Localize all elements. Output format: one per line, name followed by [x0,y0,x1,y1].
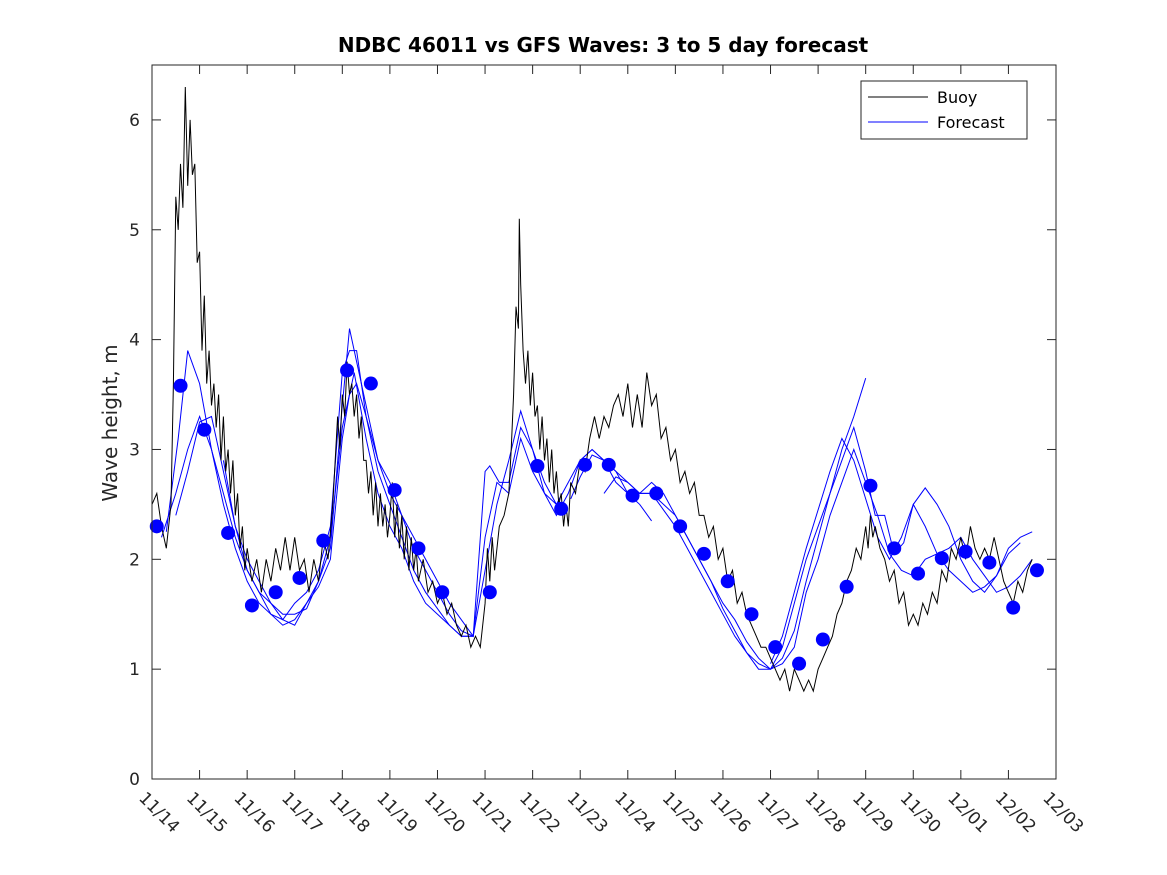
forecast-line-4 [222,328,1033,670]
y-axis-label: Wave height, m [98,344,122,501]
forecast-dot-8 [316,533,331,548]
x-tick-label: 11/22 [515,788,564,837]
forecast-dot-17 [577,457,592,472]
forecast-dot-23 [720,574,735,589]
forecast-dot-26 [792,656,807,671]
x-tick-label: 11/24 [610,788,659,837]
x-tick-label: 11/21 [468,788,517,837]
chart-title: NDBC 46011 vs GFS Waves: 3 to 5 day fore… [338,33,869,57]
x-tick-label: 11/17 [277,788,326,837]
forecast-dot-10 [363,376,378,391]
forecast-dot-19 [625,488,640,503]
y-tick-label: 3 [129,440,140,460]
y-tick-label: 2 [129,550,140,570]
plot-frame [151,64,1057,780]
legend-forecast-label: Forecast [937,113,1005,132]
forecast-dot-5 [244,598,259,613]
axes [151,64,1057,780]
y-tick-label: 4 [129,331,140,351]
x-tick-label: 11/18 [325,788,374,837]
forecast-dot-20 [649,486,664,501]
forecast-dot-6 [268,585,283,600]
forecast-dot-30 [887,541,902,556]
forecast-dot-28 [839,579,854,594]
y-tick-label: 0 [129,770,140,790]
forecast-dot-9 [340,363,355,378]
forecast-dot-36 [1029,563,1044,578]
x-tick-label: 11/27 [753,788,802,837]
x-tick-label: 12/03 [1038,788,1087,837]
legend-box [860,80,1028,140]
forecast-dot-3 [197,422,212,437]
forecast-dot-16 [554,501,569,516]
x-tick-label: 11/26 [705,788,754,837]
plot-area [152,65,1056,779]
forecast-dot-35 [1006,600,1021,615]
forecast-dot-32 [934,551,949,566]
forecast-line-6 [603,377,867,670]
forecast-dot-18 [601,457,616,472]
x-tick-label: 11/28 [801,788,850,837]
forecast-dot-27 [815,632,830,647]
forecast-dot-34 [982,555,997,570]
x-tick-label: 11/16 [230,788,279,837]
forecast-dot-25 [768,640,783,655]
forecast-dot-24 [744,607,759,622]
forecast-dot-21 [673,519,688,534]
y-tick-label: 5 [129,221,140,241]
y-tick-label: 6 [129,111,140,131]
x-tick-label: 11/29 [848,788,897,837]
forecast-dot-11 [387,483,402,498]
y-tick-label: 1 [129,660,140,680]
x-tick-label: 11/20 [420,788,469,837]
x-tick-label: 11/19 [372,788,421,837]
plot-background [152,65,1056,779]
forecast-dot-1 [149,519,164,534]
x-tick-label: 11/14 [134,788,183,837]
forecast-dot-29 [863,478,878,493]
x-tick-label: 11/23 [563,788,612,837]
forecast-dot-2 [173,378,188,393]
series-layer [151,86,1033,693]
forecast-dot-22 [696,546,711,561]
forecast-dot-31 [911,566,926,581]
forecast-dot-4 [221,525,236,540]
x-tick-label: 11/15 [182,788,231,837]
legend-buoy-label: Buoy [937,88,977,107]
forecast-dot-7 [292,570,307,585]
forecast-dot-14 [482,585,497,600]
forecast-dot-33 [958,544,973,559]
legend: Buoy Forecast [860,80,1028,140]
x-tick-label: 12/01 [943,788,992,837]
forecast-dots [149,363,1044,671]
x-tick-label: 11/30 [896,788,945,837]
forecast-dot-12 [411,541,426,556]
x-tick-label: 12/02 [991,788,1040,837]
forecast-dot-15 [530,458,545,473]
x-tick-label: 11/25 [658,788,707,837]
forecast-dot-13 [435,585,450,600]
buoy-line [151,86,1033,693]
